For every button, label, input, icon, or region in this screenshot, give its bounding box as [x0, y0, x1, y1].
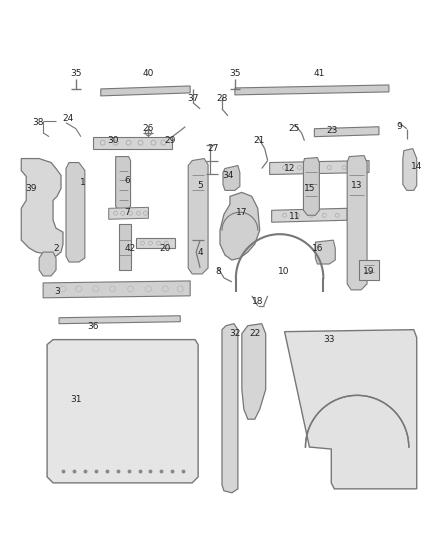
Polygon shape — [235, 85, 389, 95]
Polygon shape — [109, 207, 148, 219]
Polygon shape — [403, 149, 417, 190]
Text: 24: 24 — [62, 114, 74, 123]
Polygon shape — [222, 324, 238, 493]
Text: 19: 19 — [363, 268, 375, 277]
Text: 9: 9 — [396, 122, 402, 131]
Text: 2: 2 — [53, 244, 59, 253]
Polygon shape — [43, 281, 190, 298]
Text: 33: 33 — [324, 335, 335, 344]
Text: 15: 15 — [304, 184, 315, 193]
Text: 40: 40 — [143, 69, 154, 77]
Text: 11: 11 — [289, 212, 300, 221]
Text: 28: 28 — [216, 94, 228, 103]
Text: 30: 30 — [107, 136, 118, 145]
Text: 39: 39 — [25, 184, 37, 193]
Text: 4: 4 — [197, 247, 203, 256]
Text: 7: 7 — [125, 208, 131, 217]
Polygon shape — [188, 158, 208, 274]
Text: 5: 5 — [197, 181, 203, 190]
Text: 29: 29 — [165, 136, 176, 145]
Polygon shape — [93, 136, 172, 149]
Text: 17: 17 — [236, 208, 247, 217]
Text: 26: 26 — [143, 124, 154, 133]
Text: 6: 6 — [125, 176, 131, 185]
Text: 35: 35 — [229, 69, 240, 77]
Polygon shape — [359, 260, 379, 280]
Polygon shape — [66, 163, 85, 262]
Text: 25: 25 — [289, 124, 300, 133]
Polygon shape — [272, 208, 347, 222]
Polygon shape — [101, 86, 190, 96]
Text: 23: 23 — [327, 126, 338, 135]
Text: 27: 27 — [207, 144, 219, 153]
Text: 3: 3 — [54, 287, 60, 296]
Text: 38: 38 — [32, 118, 44, 127]
Polygon shape — [314, 127, 379, 136]
Text: 12: 12 — [284, 164, 295, 173]
Text: 10: 10 — [278, 268, 290, 277]
Polygon shape — [47, 340, 198, 483]
Text: 20: 20 — [160, 244, 171, 253]
Text: 8: 8 — [215, 268, 221, 277]
Polygon shape — [347, 156, 367, 290]
Text: 34: 34 — [222, 171, 233, 180]
Text: 22: 22 — [249, 329, 261, 338]
Text: 32: 32 — [229, 329, 240, 338]
Polygon shape — [285, 330, 417, 489]
Polygon shape — [39, 252, 56, 276]
Polygon shape — [242, 324, 266, 419]
Polygon shape — [135, 238, 175, 248]
Polygon shape — [220, 192, 260, 260]
Polygon shape — [59, 316, 180, 324]
Polygon shape — [119, 224, 131, 270]
Text: 13: 13 — [351, 181, 363, 190]
Polygon shape — [21, 158, 63, 256]
Text: 35: 35 — [70, 69, 81, 77]
Text: 41: 41 — [314, 69, 325, 77]
Text: 18: 18 — [252, 297, 264, 306]
Text: 36: 36 — [87, 322, 99, 331]
Polygon shape — [304, 158, 319, 215]
Polygon shape — [223, 166, 240, 190]
Text: 31: 31 — [70, 395, 81, 404]
Polygon shape — [315, 240, 335, 264]
Text: 14: 14 — [411, 162, 422, 171]
Text: 21: 21 — [253, 136, 265, 145]
Polygon shape — [116, 157, 131, 211]
Text: 42: 42 — [125, 244, 136, 253]
Text: 16: 16 — [311, 244, 323, 253]
Polygon shape — [270, 160, 369, 174]
Text: 1: 1 — [80, 178, 86, 187]
Text: 37: 37 — [187, 94, 199, 103]
